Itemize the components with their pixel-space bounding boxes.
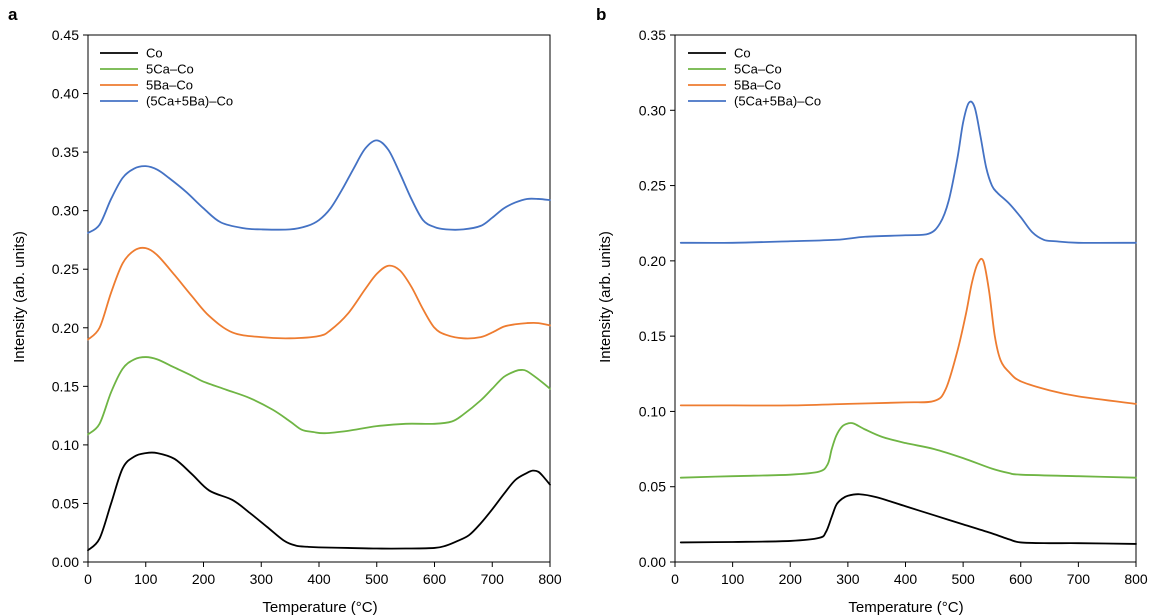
x-tick-label: 600 [1009,571,1033,587]
x-tick-label: 300 [836,571,860,587]
x-tick-label: 700 [481,571,505,587]
x-tick-label: 0 [671,571,679,587]
y-tick-label: 0.10 [52,437,79,453]
legend-entry: (5Ca+5Ba)–Co [734,94,821,109]
series-line-a-3 [87,139,551,234]
chart-panel-b: b Temperature (°C) Intensity (arb. units… [596,5,1148,616]
series-line-a-1 [87,356,551,436]
y-tick-label: 0.30 [639,102,666,118]
y-tick-label: 0.00 [52,554,79,570]
y-axis-label-a: Intensity (arb. units) [11,231,28,363]
y-tick-label: 0.45 [52,27,79,43]
x-tick-label: 500 [951,571,975,587]
x-tick-label: 800 [1124,571,1148,587]
legend-entry: (5Ca+5Ba)–Co [146,94,233,109]
x-tick-label: 400 [894,571,918,587]
series-line-b-2 [679,257,1137,407]
x-tick-label: 100 [134,571,158,587]
y-tick-label: 0.05 [52,495,79,511]
legend-entry: 5Ca–Co [734,62,782,77]
panel-label-b: b [596,5,606,24]
x-tick-label: 600 [423,571,447,587]
legend-entry: 5Ca–Co [146,62,194,77]
y-tick-label: 0.25 [639,178,666,194]
x-tick-label: 400 [307,571,331,587]
y-tick-label: 0.20 [639,253,666,269]
x-tick-label: 300 [250,571,274,587]
series-line-b-1 [679,421,1137,479]
plot-frame-a [87,34,551,563]
legend-entry: 5Ba–Co [734,78,781,93]
chart-panel-a: a Temperature (°C) Intensity (arb. units… [8,5,562,616]
y-tick-label: 0.00 [639,554,666,570]
series-line-b-0 [679,493,1137,545]
y-tick-label: 0.35 [639,27,666,43]
y-tick-label: 0.05 [639,479,666,495]
series-line-a-0 [87,451,551,552]
x-tick-label: 500 [365,571,389,587]
x-tick-label: 700 [1067,571,1091,587]
legend-entry: 5Ba–Co [146,78,193,93]
y-tick-label: 0.20 [52,320,79,336]
y-tick-label: 0.15 [639,328,666,344]
x-tick-label: 100 [721,571,745,587]
plot-frame-b [674,34,1137,563]
x-tick-label: 200 [779,571,803,587]
y-tick-label: 0.30 [52,203,79,219]
series-line-a-2 [87,246,551,341]
panel-label-a: a [8,5,18,24]
y-axis-label-b: Intensity (arb. units) [597,231,614,363]
y-tick-label: 0.25 [52,261,79,277]
legend-entry: Co [146,46,163,61]
y-tick-label: 0.15 [52,378,79,394]
x-tick-label: 0 [84,571,92,587]
series-line-b-3 [679,100,1137,244]
legend-entry: Co [734,46,751,61]
x-axis-label-b: Temperature (°C) [848,599,963,616]
y-tick-label: 0.40 [52,86,79,102]
y-tick-label: 0.10 [639,403,666,419]
x-tick-label: 800 [538,571,562,587]
x-tick-label: 200 [192,571,216,587]
x-axis-label-a: Temperature (°C) [262,599,377,616]
y-tick-label: 0.35 [52,144,79,160]
